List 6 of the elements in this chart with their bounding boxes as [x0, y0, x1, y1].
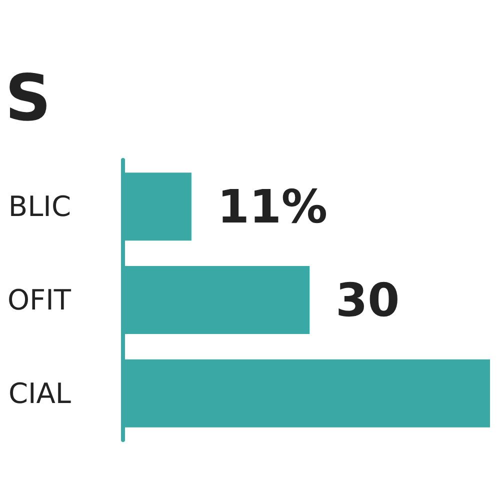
chart-title: S: [5, 62, 52, 136]
y-tick-label: OFIT: [7, 284, 72, 316]
y-tick-label: CIAL: [8, 376, 72, 410]
y-tick-label: BLIC: [8, 190, 71, 224]
data-label: 11%: [217, 180, 328, 234]
data-label: 30: [336, 273, 400, 327]
